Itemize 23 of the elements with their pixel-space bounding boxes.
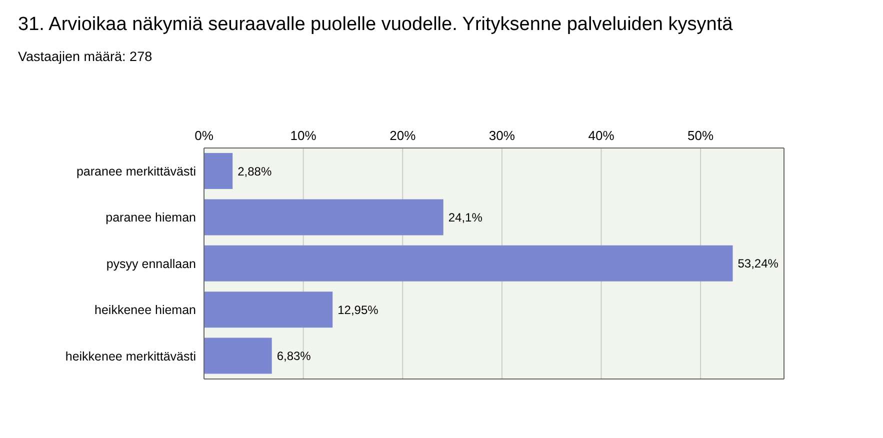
chart-title: 31. Arvioikaa näkymiä seuraavalle puolelle vuodelle. Yrityksenne palveluiden kysyntä bbox=[18, 14, 733, 36]
y-tick-label: paranee hieman bbox=[106, 210, 196, 225]
text: Vastaajien määrä: 278 bbox=[18, 49, 152, 64]
bar bbox=[204, 338, 272, 374]
data-label: 53,24% bbox=[738, 256, 779, 271]
x-tick-label: 30% bbox=[488, 128, 516, 143]
x-tick-label: 40% bbox=[588, 128, 615, 143]
bar bbox=[204, 199, 444, 236]
bar bbox=[204, 245, 733, 282]
data-label: 24,1% bbox=[448, 210, 483, 224]
y-tick-label: paranee merkittävästi bbox=[76, 164, 196, 179]
bar bbox=[204, 153, 233, 189]
x-tick-label: 50% bbox=[688, 128, 714, 143]
data-label: 12,95% bbox=[338, 302, 379, 317]
y-tick-label: heikkenee hieman bbox=[94, 303, 196, 318]
data-label: 6,83% bbox=[276, 349, 312, 364]
x-tick-label: 10% bbox=[290, 128, 317, 143]
x-tick-label: 0% bbox=[194, 128, 214, 143]
bar bbox=[204, 292, 333, 328]
x-tick-label: 20% bbox=[390, 128, 416, 143]
y-tick-label: heikkenee merkittävästi bbox=[65, 349, 196, 364]
y-tick-label: pysyy ennallaan bbox=[106, 256, 196, 271]
data-label: 2,88% bbox=[238, 164, 272, 178]
